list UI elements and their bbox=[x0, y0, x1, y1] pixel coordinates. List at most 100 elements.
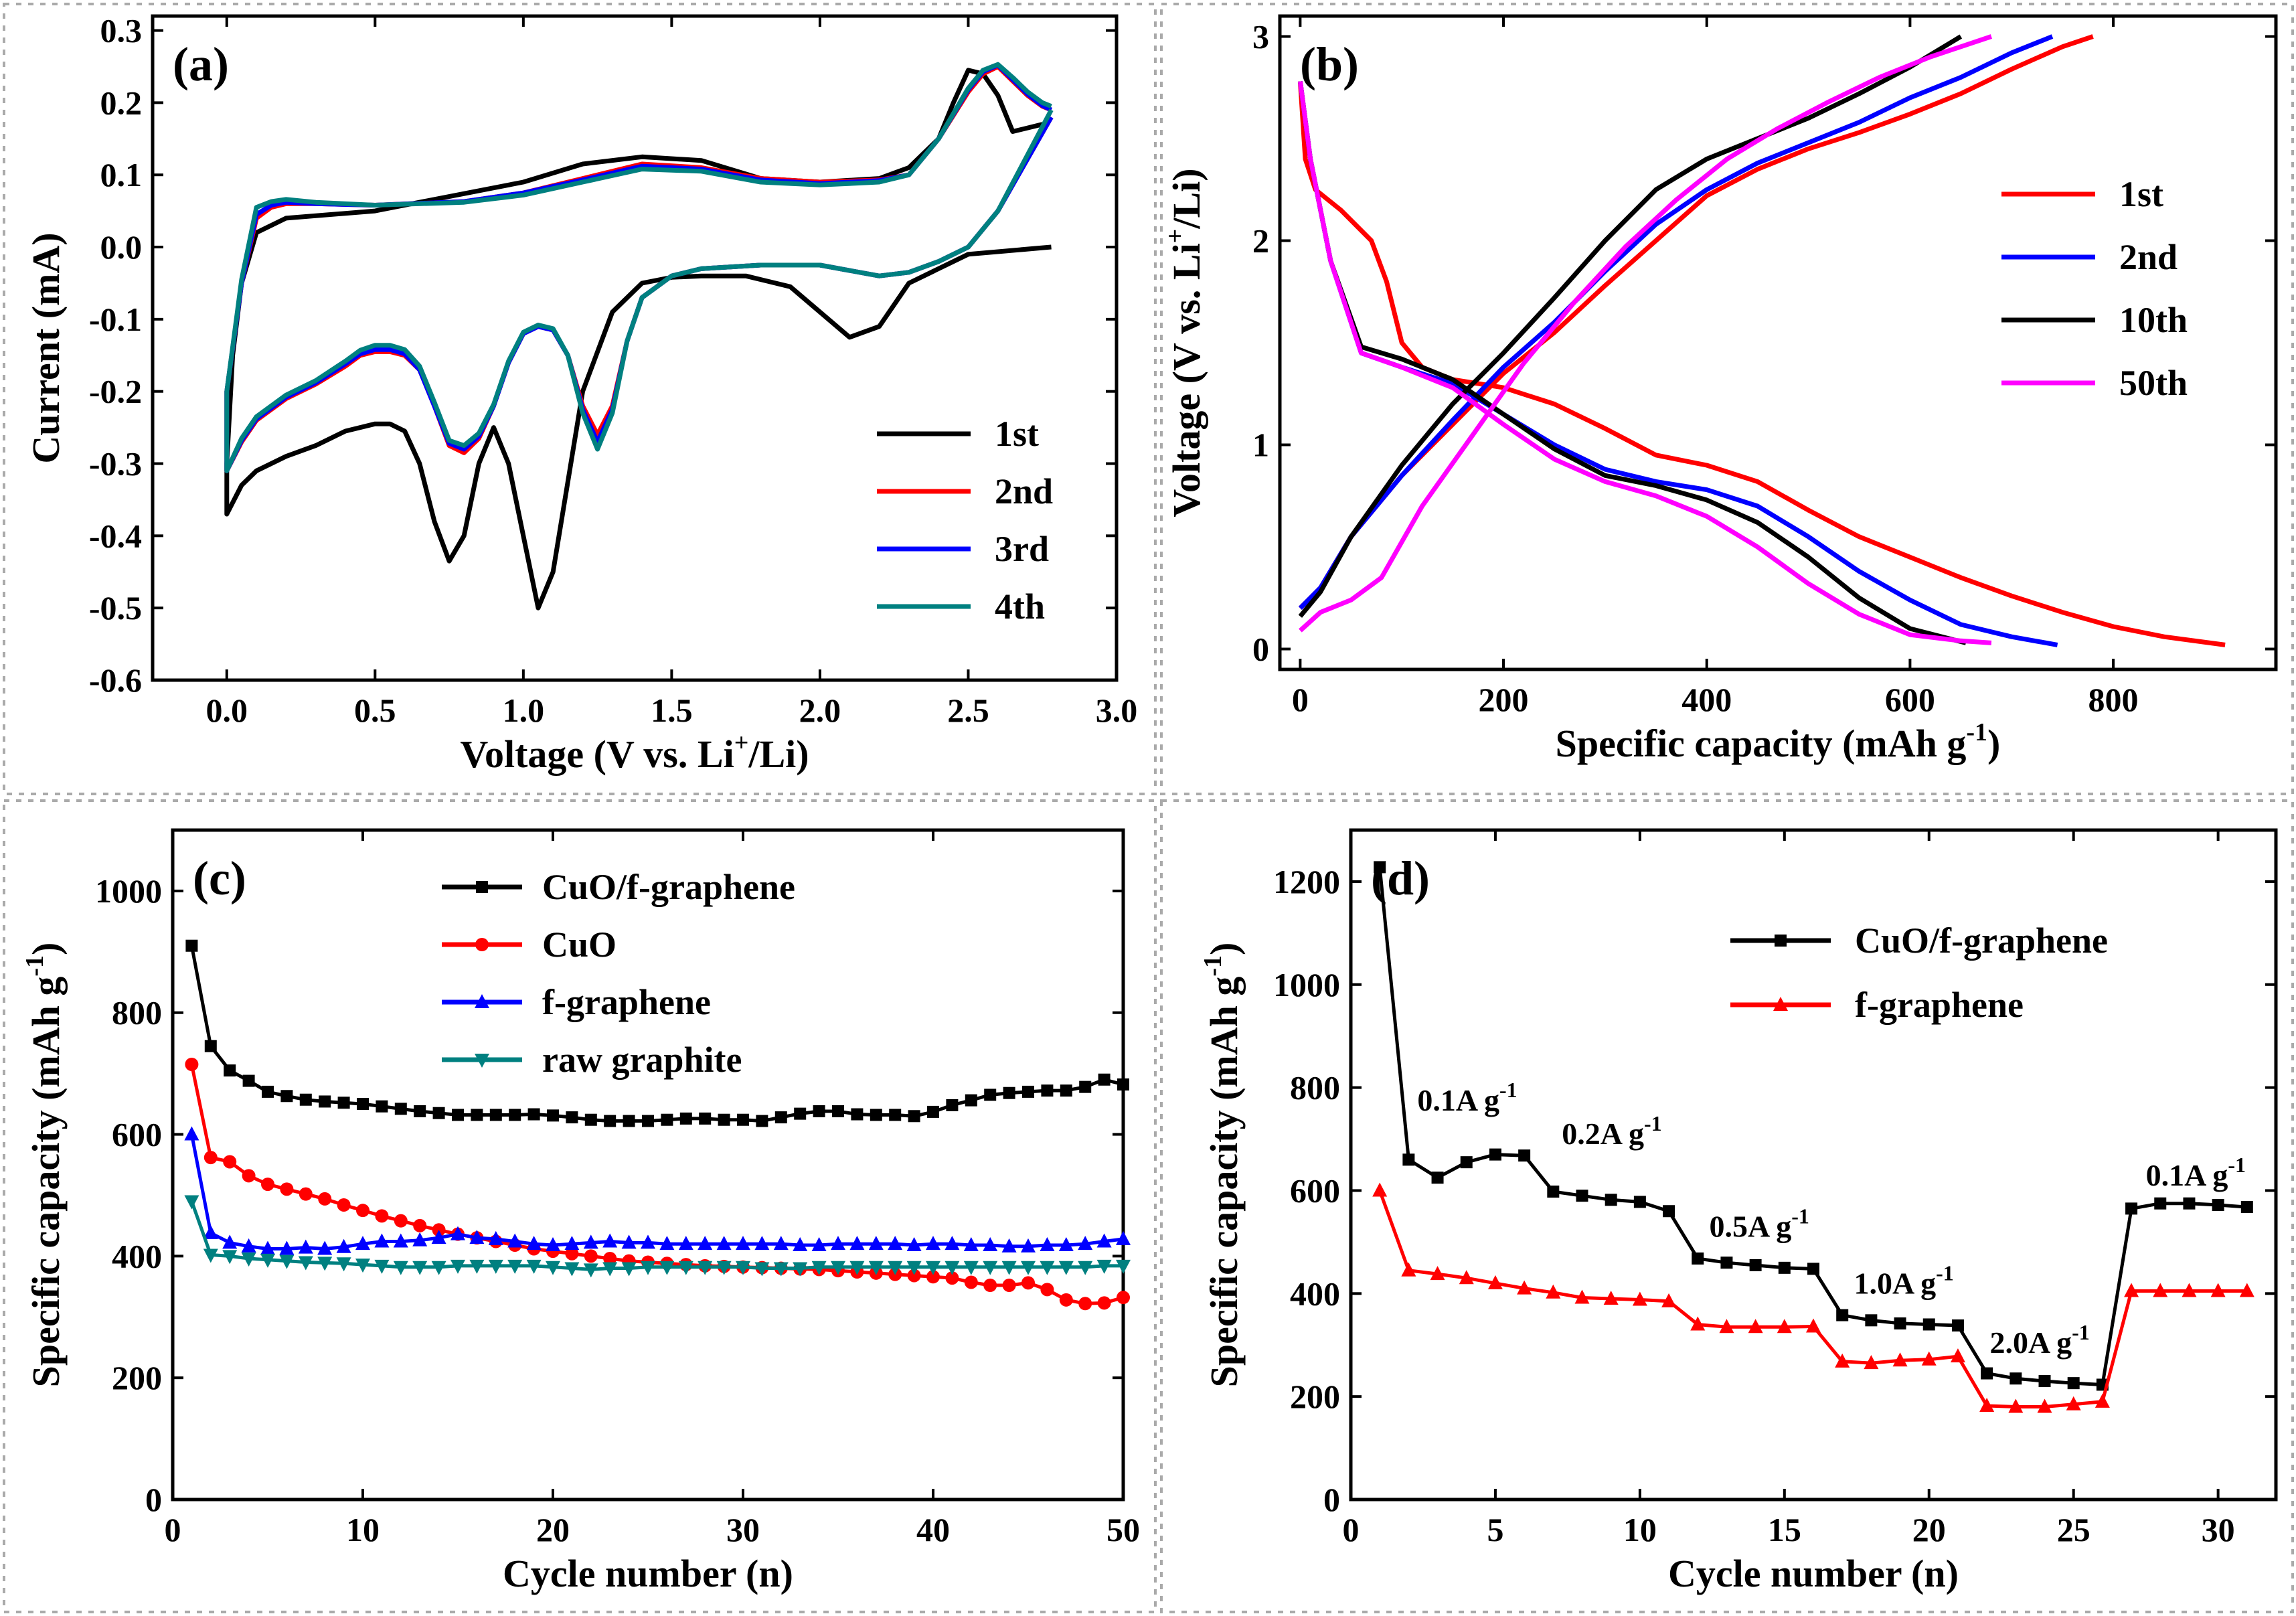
series-f-graphene-point bbox=[906, 1237, 922, 1251]
series-f-graphene-point bbox=[1661, 1293, 1677, 1307]
series-f-graphene-point bbox=[1040, 1237, 1055, 1251]
legend-2nd-label: 2nd bbox=[995, 471, 1053, 511]
series-f-graphene-point bbox=[983, 1237, 998, 1251]
legend-4th-label: 4th bbox=[995, 586, 1045, 627]
series-raw-graphite-point bbox=[963, 1261, 979, 1275]
series-raw-graphite-point bbox=[602, 1262, 618, 1277]
y-tick-label: 0.2 bbox=[100, 84, 143, 121]
series-cuo-f-graphene-point bbox=[832, 1105, 844, 1117]
rate-annotation: 2.0A g-1 bbox=[1989, 1320, 2089, 1360]
series-f-graphene-point bbox=[945, 1236, 960, 1250]
y-tick-label: -0.3 bbox=[89, 445, 142, 483]
plot-frame bbox=[151, 14, 1119, 682]
series-10th-discharge-line bbox=[1297, 81, 1967, 645]
series-raw-graphite-point bbox=[355, 1259, 370, 1273]
series-cuo-point bbox=[223, 1155, 237, 1169]
series-f-graphene-point bbox=[1001, 1238, 1017, 1253]
series-raw-graphite-point bbox=[393, 1261, 408, 1275]
series-f-graphene-point bbox=[203, 1224, 218, 1239]
series-raw-graphite-point bbox=[450, 1259, 465, 1274]
y-tick-label: 200 bbox=[1290, 1378, 1340, 1415]
panel-label: (c) bbox=[193, 852, 246, 905]
x-tick-label: 40 bbox=[916, 1511, 950, 1548]
series-2nd-charge-line bbox=[1298, 34, 2054, 610]
y-tick-label: 0.0 bbox=[100, 228, 143, 266]
y-tick-label: 600 bbox=[1290, 1171, 1340, 1209]
x-tick-label: 10 bbox=[346, 1511, 380, 1548]
series-cuo-point bbox=[907, 1269, 921, 1283]
panel-a-cv-chart: 0.0 0.5 1.0 1.5 2.0 2.5 3.0 0.3 0.2 0.1 0.0 -0.1 -0.… bbox=[24, 12, 1137, 776]
rate-annotation-sup: -1 bbox=[1499, 1078, 1518, 1102]
series-cuo-f-graphene-point bbox=[870, 1109, 882, 1121]
x-axis-title-main: Specific capacity (mAh g bbox=[1556, 722, 1967, 765]
series-raw-graphite-point bbox=[716, 1261, 732, 1275]
series-f-graphene-point bbox=[678, 1236, 693, 1250]
series-cuo-f-graphene-point bbox=[737, 1113, 749, 1126]
x-tick-label: 1.0 bbox=[503, 692, 545, 729]
series-raw-graphite-point bbox=[260, 1253, 275, 1268]
y-axis-title-main: Voltage (V vs. Li bbox=[1165, 243, 1208, 517]
legend-cuo-marker bbox=[475, 938, 489, 951]
legend-cuo-f-graphene-marker bbox=[1775, 935, 1787, 947]
y-tick-label: 2 bbox=[1252, 222, 1269, 260]
series-cuo-f-graphene-point bbox=[1022, 1085, 1034, 1098]
x-axis-title-main: Cycle number (n) bbox=[503, 1552, 793, 1595]
y-tick-label: -0.2 bbox=[89, 373, 142, 410]
y-tick-label: -0.5 bbox=[89, 589, 142, 627]
series-cuo-f-graphene-point bbox=[813, 1105, 825, 1117]
y-axis-title: Voltage (V vs. Li+/Li) bbox=[1161, 168, 1208, 517]
series-f-graphene-point bbox=[1603, 1291, 1619, 1305]
series-raw-graphite-point bbox=[546, 1261, 560, 1275]
y-tick-label: 0.3 bbox=[100, 12, 143, 50]
y-axis-title-main: Specific capacity (mAh g bbox=[1202, 977, 1246, 1388]
series-f-graphene-point bbox=[754, 1236, 770, 1250]
series-f-graphene-point bbox=[298, 1239, 313, 1254]
series-cuo-f-graphene-point bbox=[661, 1113, 673, 1126]
series-cuo-f-graphene-point bbox=[889, 1109, 902, 1121]
x-tick-label: 3.0 bbox=[1096, 692, 1138, 729]
x-tick-label: 10 bbox=[1623, 1511, 1657, 1548]
series-raw-graphite-point bbox=[1001, 1261, 1017, 1275]
series-f-graphene-point bbox=[184, 1126, 199, 1141]
series-cuo-point bbox=[945, 1271, 959, 1285]
legend-3rd-label: 3rd bbox=[995, 529, 1049, 569]
series-cuo-f-graphene-point bbox=[1041, 1084, 1054, 1097]
series-cuo-f-graphene-point bbox=[1098, 1073, 1111, 1086]
legend-f-graphene-label: f-graphene bbox=[542, 982, 711, 1022]
series-f-graphene-point bbox=[868, 1236, 884, 1250]
series-f-graphene-point bbox=[621, 1234, 637, 1249]
series-raw-graphite-point bbox=[641, 1261, 655, 1275]
series-cuo-f-graphene-point bbox=[2212, 1199, 2224, 1211]
series-f-graphene-point bbox=[716, 1236, 732, 1250]
series-f-graphene-point bbox=[1372, 1182, 1388, 1197]
panel-d-rate-chart: 0 5 10 15 20 25 30 0 200 400 600 800 1000 1200 Cycle n… bbox=[1199, 828, 2278, 1595]
series-f-graphene-point bbox=[1950, 1348, 1965, 1363]
series-raw-graphite-point bbox=[983, 1261, 998, 1275]
y-tick-label: -0.6 bbox=[89, 661, 142, 699]
series-raw-graphite-point bbox=[888, 1261, 903, 1275]
series-f-graphene-point bbox=[2066, 1396, 2081, 1410]
legend-f-graphene-marker bbox=[475, 994, 489, 1008]
series-raw-graphite-point bbox=[507, 1259, 523, 1274]
legend-f-graphene-marker bbox=[1773, 997, 1788, 1011]
y-tick-label: 1200 bbox=[1273, 863, 1340, 900]
series-cuo-f-graphene-point bbox=[566, 1111, 578, 1124]
series-cuo-f-graphene-point bbox=[337, 1097, 350, 1109]
series-cuo-f-graphene-point bbox=[1836, 1309, 1849, 1321]
series-cuo-f-graphene-point bbox=[1922, 1318, 1935, 1331]
y-tick-label: 3 bbox=[1252, 18, 1269, 56]
series-raw-graphite-point bbox=[1040, 1261, 1055, 1275]
x-axis-title-sup: + bbox=[734, 729, 749, 757]
series-f-graphene-point bbox=[1459, 1270, 1474, 1285]
x-tick-label: 0 bbox=[165, 1511, 181, 1548]
x-tick-label: 0.5 bbox=[354, 692, 396, 729]
x-tick-label: 30 bbox=[726, 1511, 760, 1548]
series-cuo-f-graphene-point bbox=[1003, 1086, 1015, 1099]
series-cuo-point bbox=[1040, 1283, 1054, 1297]
series-f-graphene-point bbox=[2037, 1398, 2052, 1413]
series-cuo-f-graphene-point bbox=[927, 1105, 939, 1118]
series-cuo-f-graphene-point bbox=[623, 1115, 635, 1127]
series-raw-graphite-point bbox=[1116, 1259, 1131, 1274]
panel-label: (b) bbox=[1300, 37, 1359, 91]
